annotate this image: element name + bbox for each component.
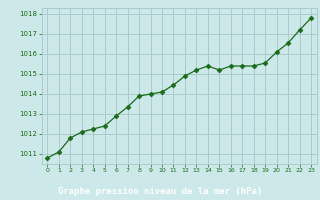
Text: Graphe pression niveau de la mer (hPa): Graphe pression niveau de la mer (hPa) [58, 186, 262, 196]
